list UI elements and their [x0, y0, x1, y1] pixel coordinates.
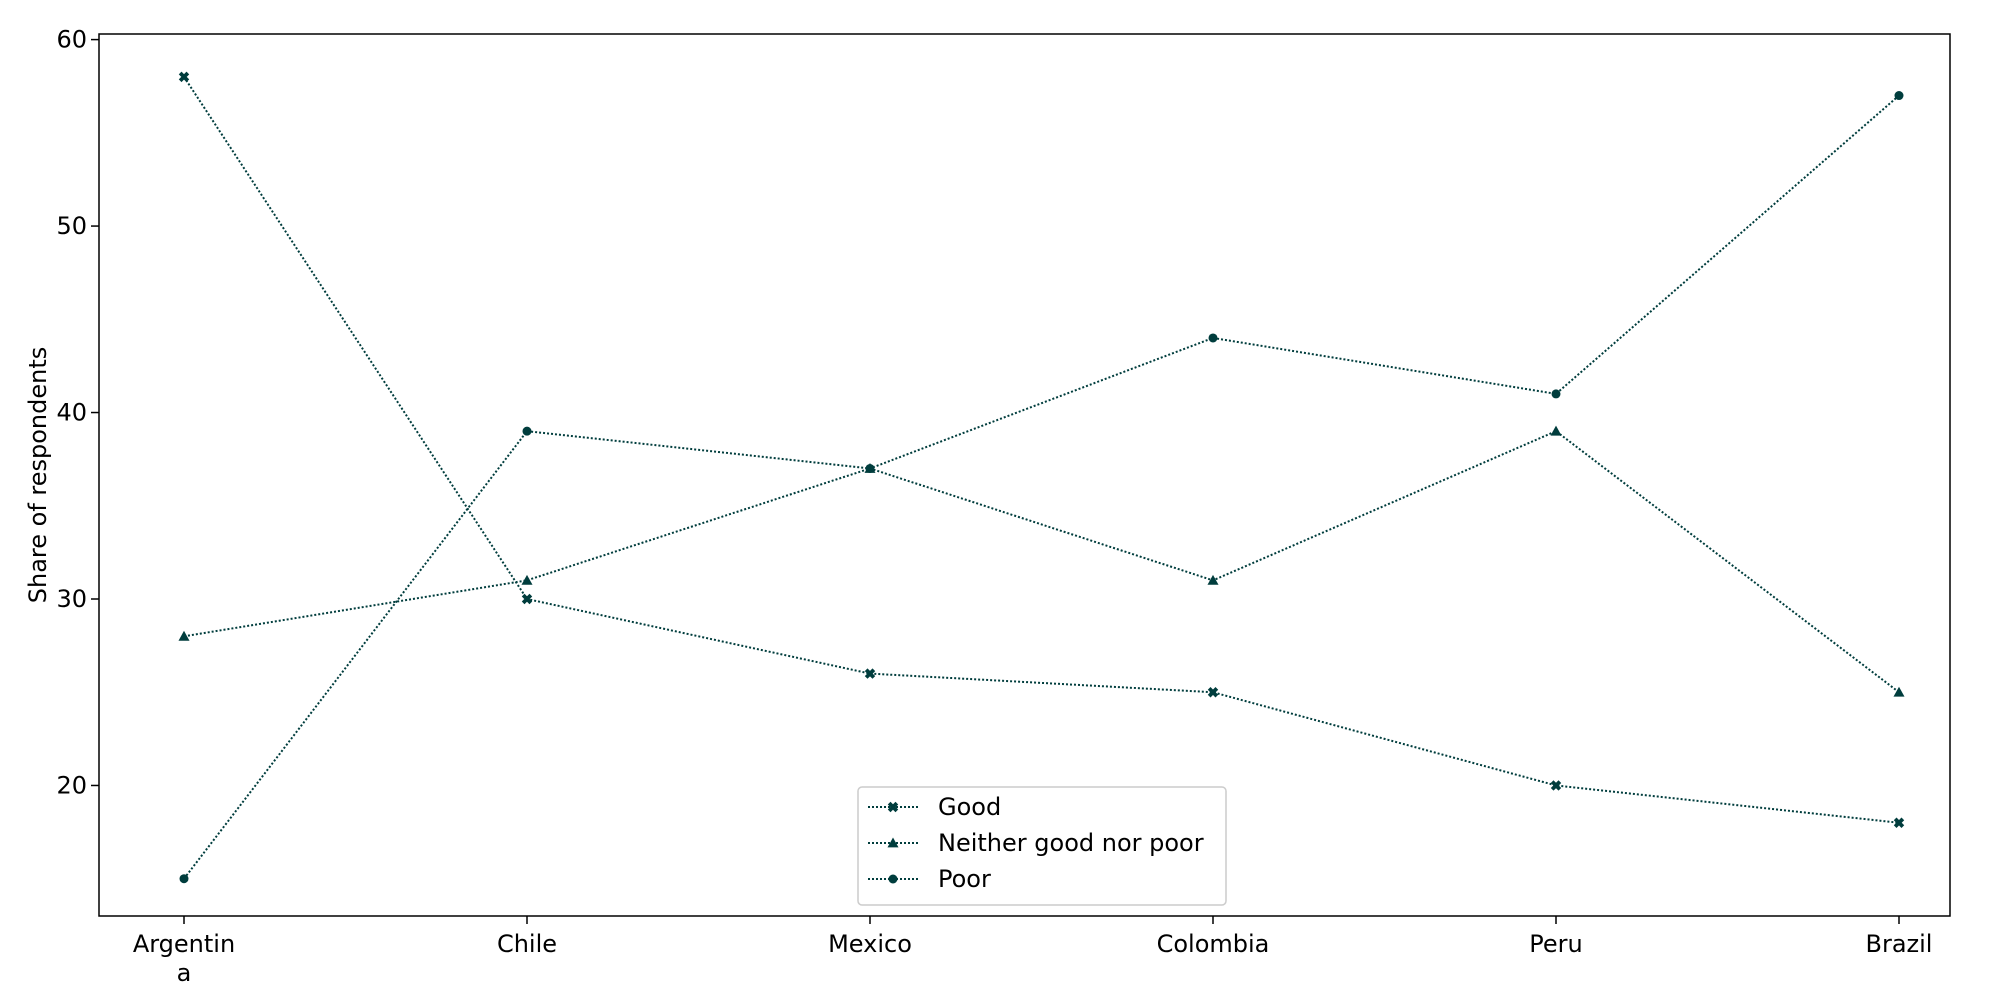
x-tick-label: Colombia — [1157, 930, 1270, 958]
legend: Good Neither good nor poor Poor — [858, 787, 1226, 905]
legend-marker — [889, 875, 898, 884]
data-point — [179, 631, 190, 641]
series-poor — [180, 91, 1904, 883]
data-point — [523, 595, 532, 604]
x-tick-label: Mexico — [828, 930, 912, 958]
x-tick-label: Chile — [497, 930, 557, 958]
plot-frame — [99, 34, 1950, 916]
y-tick-label: 60 — [56, 26, 87, 54]
legend-label: Good — [938, 793, 1001, 821]
y-tick-label: 20 — [56, 771, 87, 799]
data-point — [866, 464, 875, 473]
data-point — [1551, 426, 1562, 436]
data-point — [1895, 91, 1904, 100]
legend-label: Neither good nor poor — [938, 829, 1204, 857]
series-line — [184, 431, 1899, 692]
x-tick-label: Peru — [1529, 930, 1582, 958]
series-line — [184, 96, 1899, 879]
x-axis: Argentin a Chile Mexico Colombia Peru Brazil — [133, 916, 1933, 987]
x-tick-label: Brazil — [1866, 930, 1933, 958]
data-point — [523, 427, 532, 436]
series-good — [180, 72, 1904, 827]
series-line — [184, 77, 1899, 823]
data-point — [1552, 389, 1561, 398]
data-point — [1209, 333, 1218, 342]
y-tick-label: 50 — [56, 212, 87, 240]
y-axis-label: Share of respondents — [24, 347, 52, 604]
series-neither-good-nor-poor — [179, 426, 1905, 697]
data-point — [180, 72, 189, 81]
legend-label: Poor — [938, 865, 991, 893]
data-point — [180, 874, 189, 883]
y-tick-label: 40 — [56, 399, 87, 427]
y-axis: 20 30 40 50 60 — [56, 26, 99, 800]
y-tick-label: 30 — [56, 585, 87, 613]
x-tick-label: Argentin a — [133, 930, 235, 987]
data-point — [522, 575, 533, 585]
series-layer — [179, 72, 1905, 883]
